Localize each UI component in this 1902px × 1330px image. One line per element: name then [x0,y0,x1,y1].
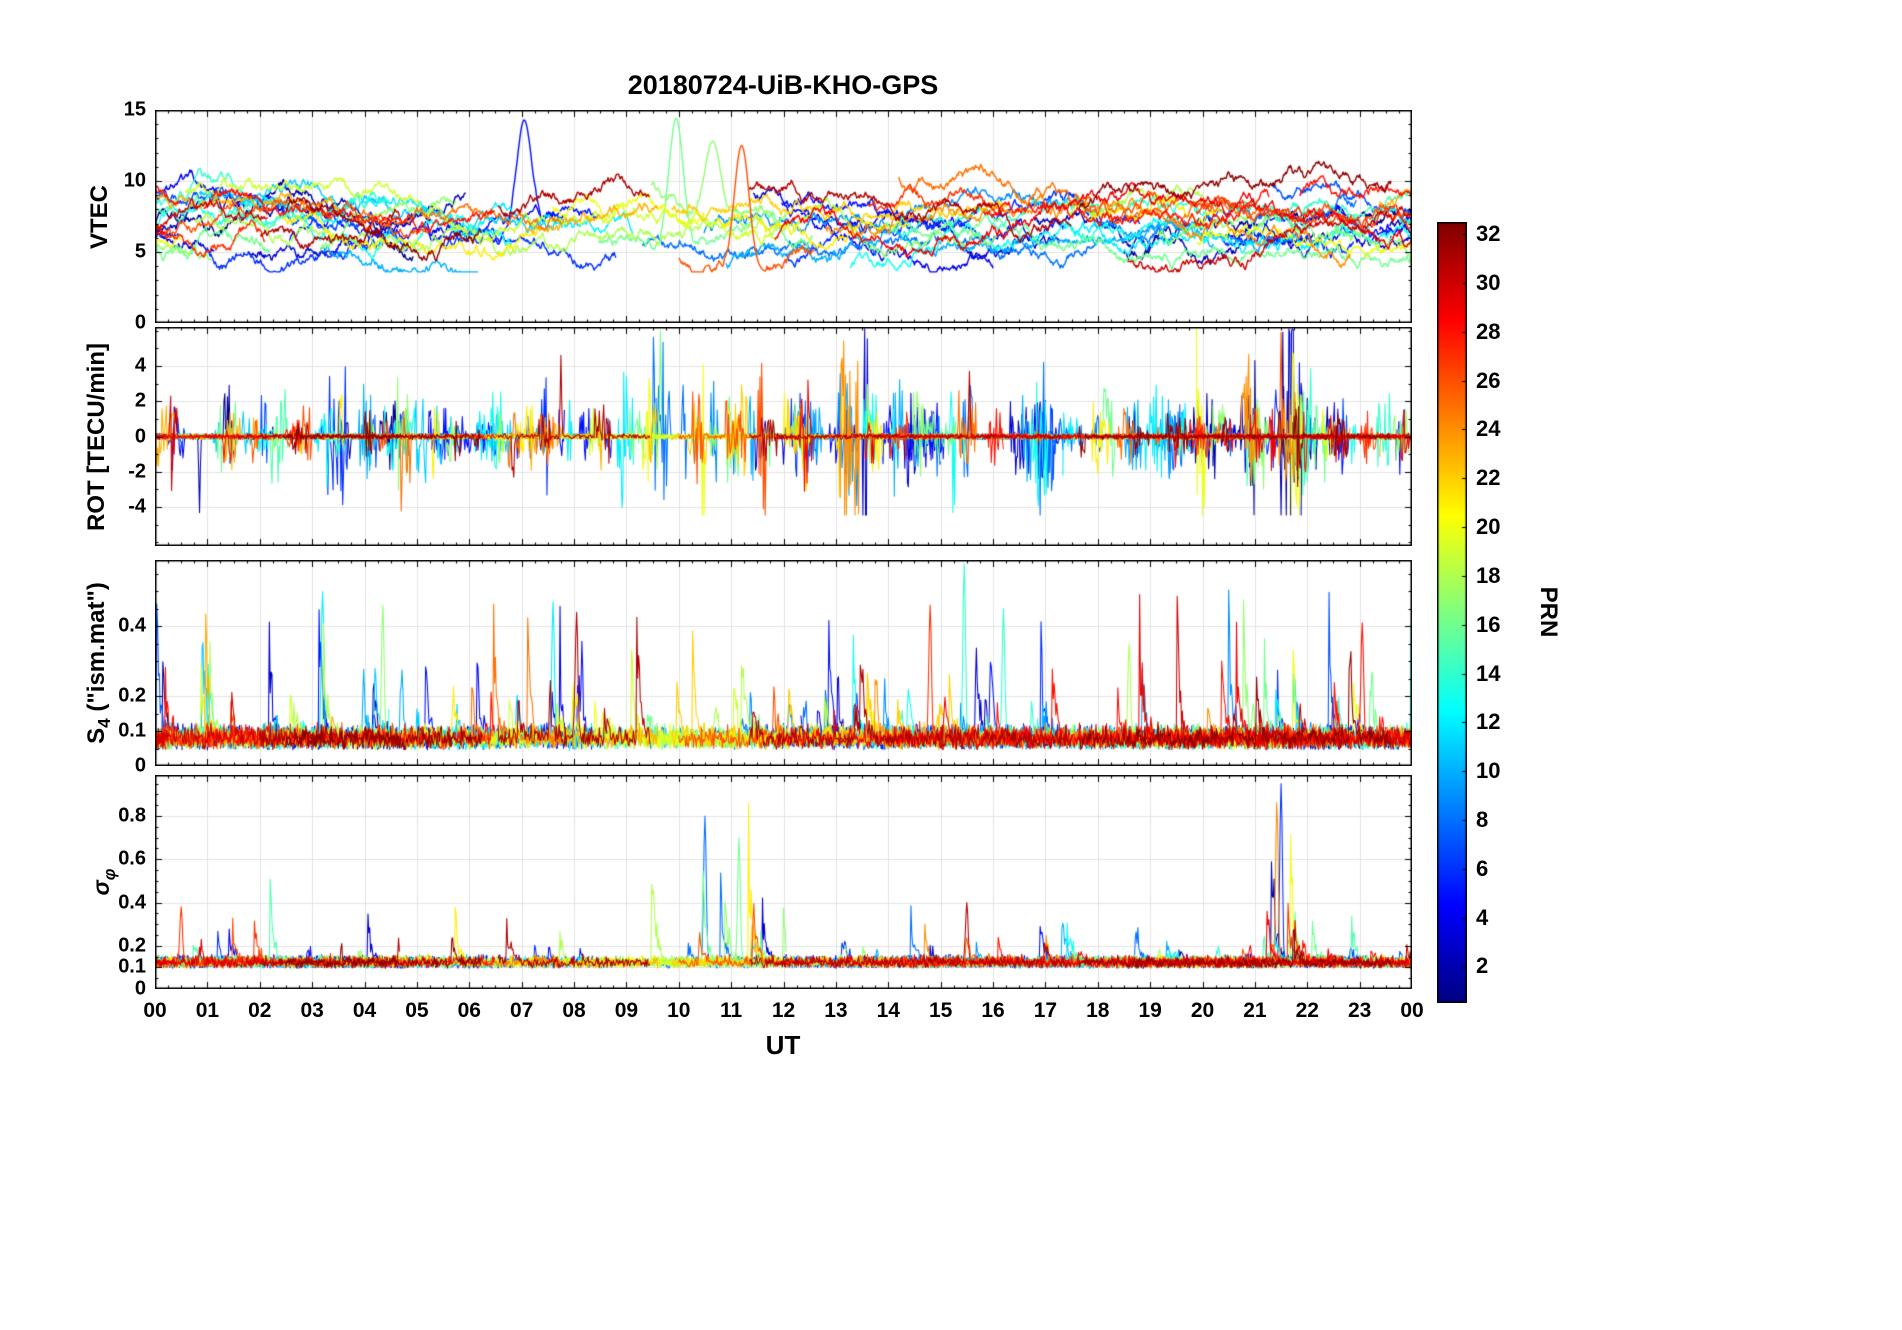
y-tick-label-rot: 2 [134,389,146,412]
rot-axis-label: ROT [TECU/min] [83,343,110,531]
colorbar-tick-label: 10 [1476,758,1501,784]
x-tick-label: 09 [614,999,639,1022]
sigma-phi-panel-canvas [155,775,1412,989]
x-tick-label: 03 [300,999,324,1022]
vtec-panel-canvas [155,110,1412,323]
y-tick-label-vtec: 5 [134,240,146,263]
y-tick-label-s4: 0.2 [118,684,146,707]
y-tick-label-sigma_phi: 0.1 [118,955,146,978]
y-tick-label-s4: 0.1 [118,719,146,742]
colorbar-tick-label: 2 [1476,953,1489,979]
y-tick-label-sigma_phi: 0.4 [118,891,146,914]
x-tick-label: 07 [509,999,534,1022]
s4-label-base: S [83,727,111,744]
y-tick-label-sigma_phi: 0.2 [118,934,146,957]
x-axis-label: UT [765,1030,801,1060]
x-tick-label: 22 [1295,999,1319,1022]
colorbar-tick-label: 6 [1476,855,1489,881]
x-tick-label: 21 [1243,999,1267,1022]
y-tick-label-vtec: 0 [134,311,146,334]
x-tick-label: 04 [352,999,377,1022]
colorbar-tick-label: 14 [1476,660,1501,686]
x-tick-label: 11 [720,999,743,1022]
x-tick-label: 20 [1190,999,1215,1022]
y-tick-label-s4: 0.4 [118,614,146,637]
y-tick-label-sigma_phi: 0 [134,977,146,1000]
x-tick-label: 01 [195,999,220,1022]
colorbar [1437,222,1467,1003]
sigma-label-base: σ [88,880,115,896]
x-tick-label: 06 [457,999,481,1022]
s4-label-sub: 4 [93,718,114,728]
x-tick-label: 05 [405,999,429,1022]
x-tick-label: 12 [771,999,796,1022]
colorbar-tick-label: 8 [1476,806,1489,832]
colorbar-label: PRN [1535,586,1562,638]
x-tick-label: 08 [562,999,586,1022]
x-tick-label: 00 [1400,999,1424,1022]
vtec-axis-label: VTEC [86,184,113,250]
x-tick-label: 17 [1033,999,1058,1022]
x-tick-label: 14 [876,999,900,1022]
colorbar-tick-label: 12 [1476,709,1501,735]
colorbar-tick-label: 30 [1476,270,1501,296]
y-tick-label-vtec: 10 [123,169,146,192]
colorbar-tick-label: 26 [1476,367,1501,393]
x-tick-label: 00 [143,999,167,1022]
x-tick-label: 16 [981,999,1005,1022]
x-tick-label: 02 [248,999,272,1022]
colorbar-tick-label: 18 [1476,562,1501,588]
x-tick-label: 10 [667,999,691,1022]
y-tick-label-s4: 0 [134,754,146,777]
sigma-label-sub: φ [99,868,119,881]
colorbar-tick-label: 20 [1476,514,1501,540]
y-tick-label-rot: -4 [128,495,146,518]
colorbar-tick-label: 4 [1476,904,1489,930]
colorbar-tick-label: 28 [1476,318,1501,344]
x-tick-label: 15 [928,999,953,1022]
y-tick-label-rot: 4 [134,354,146,377]
y-tick-label-sigma_phi: 0.6 [118,847,146,870]
x-tick-label: 13 [824,999,848,1022]
colorbar-tick-label: 24 [1476,416,1501,442]
s4-axis-label: S4 ("ism.mat") [83,582,115,744]
x-tick-label: 19 [1138,999,1162,1022]
colorbar-tick-label: 32 [1476,221,1501,247]
y-tick-label-rot: 0 [134,425,146,447]
y-tick-label-sigma_phi: 0.8 [118,804,146,827]
s4-panel-canvas [155,560,1412,766]
x-tick-label: 23 [1347,999,1372,1022]
chart-title: 20180724-UiB-KHO-GPS [627,70,939,100]
colorbar-tick-label: 22 [1476,465,1501,491]
rot-panel-canvas [155,327,1412,546]
y-tick-label-rot: -2 [128,460,146,483]
colorbar-tick-label: 16 [1476,611,1501,637]
y-tick-label-vtec: 15 [123,98,146,121]
x-tick-label: 18 [1086,999,1110,1022]
sigma-phi-axis-label: σφ [88,869,120,896]
s4-label-rest: ("ism.mat") [83,582,111,719]
